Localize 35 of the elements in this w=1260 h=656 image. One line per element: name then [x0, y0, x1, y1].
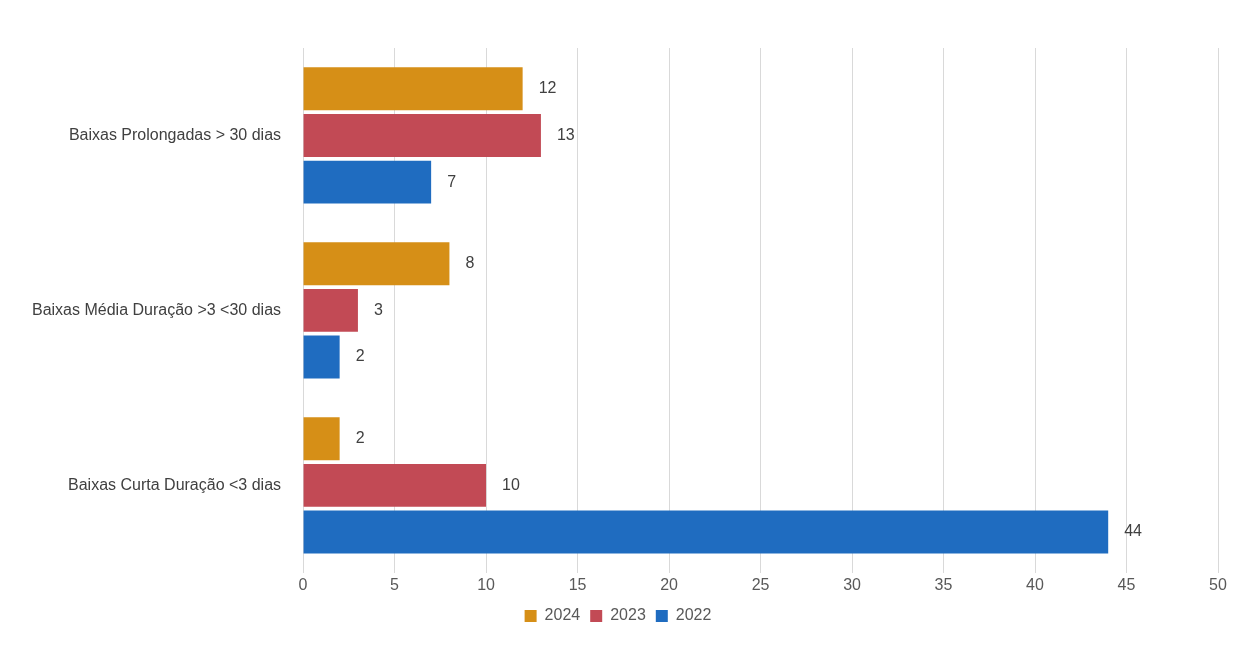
x-tick-label: 15 [568, 575, 587, 593]
data-label: 12 [538, 79, 557, 97]
bar [303, 417, 340, 461]
y-tick-label: Baixas Prolongadas > 30 dias [68, 125, 282, 143]
data-label: 2 [355, 429, 365, 447]
x-tick-label: 20 [660, 575, 679, 593]
bar [303, 114, 541, 157]
bar [303, 510, 1109, 554]
data-label: 44 [1124, 522, 1143, 540]
data-label: 3 [373, 300, 383, 318]
bar [303, 463, 487, 507]
x-tick-label: 10 [477, 575, 496, 593]
bar [303, 67, 523, 111]
bar [303, 160, 432, 204]
x-tick-label: 25 [751, 575, 770, 593]
data-label: 7 [447, 172, 457, 190]
data-label: 10 [502, 475, 520, 493]
bar [303, 288, 358, 332]
y-tick-label: Baixas Média Duração >3 <30 dias [31, 300, 282, 318]
data-label: 13 [556, 125, 575, 143]
x-tick-label: 5 [390, 575, 400, 593]
bar [303, 242, 450, 286]
x-tick-label: 40 [1026, 575, 1045, 593]
data-label: 8 [465, 254, 475, 272]
x-tick-label: 30 [843, 575, 862, 593]
x-tick-label: 35 [934, 575, 953, 593]
x-tick-label: 0 [298, 575, 308, 593]
y-tick-label: Baixas Curta Duração <3 dias [68, 475, 282, 493]
legend-label: 2024 [544, 606, 581, 624]
data-label: 2 [355, 347, 365, 365]
x-tick-label: 45 [1117, 575, 1136, 593]
legend-label: 2022 [675, 606, 712, 624]
legend-label: 2023 [610, 606, 646, 624]
x-tick-label: 50 [1209, 575, 1227, 593]
bar [303, 335, 340, 379]
